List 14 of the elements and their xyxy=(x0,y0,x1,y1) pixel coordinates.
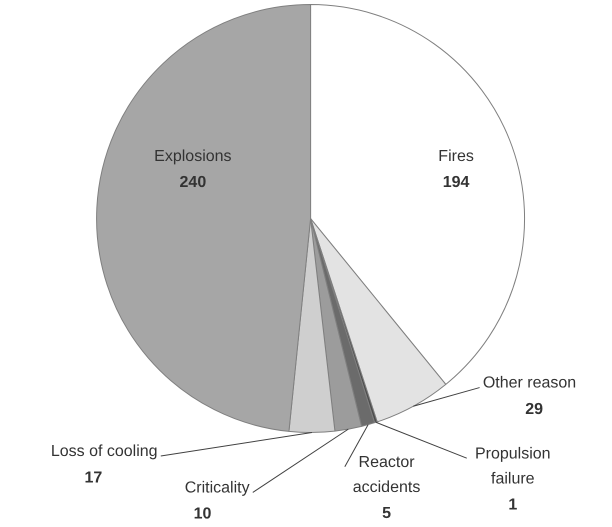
slice-label: Fires xyxy=(438,148,474,165)
data-label: 17 xyxy=(84,469,102,486)
data-label: 10 xyxy=(194,506,212,523)
data-label: 5 xyxy=(382,505,392,522)
slice-label: Reactor accidents xyxy=(352,454,420,496)
data-label: 1 xyxy=(508,496,518,514)
data-label: 194 xyxy=(442,174,470,192)
slice-label: Other reason xyxy=(482,374,576,392)
slice-label: Propulsion failure xyxy=(474,445,551,488)
data-label: 29 xyxy=(525,400,544,418)
data-label: 240 xyxy=(180,174,206,192)
slice-label: Loss of cooling xyxy=(50,443,158,460)
slice-label: Criticality xyxy=(184,480,250,497)
slice-label: Explosions xyxy=(154,148,232,165)
